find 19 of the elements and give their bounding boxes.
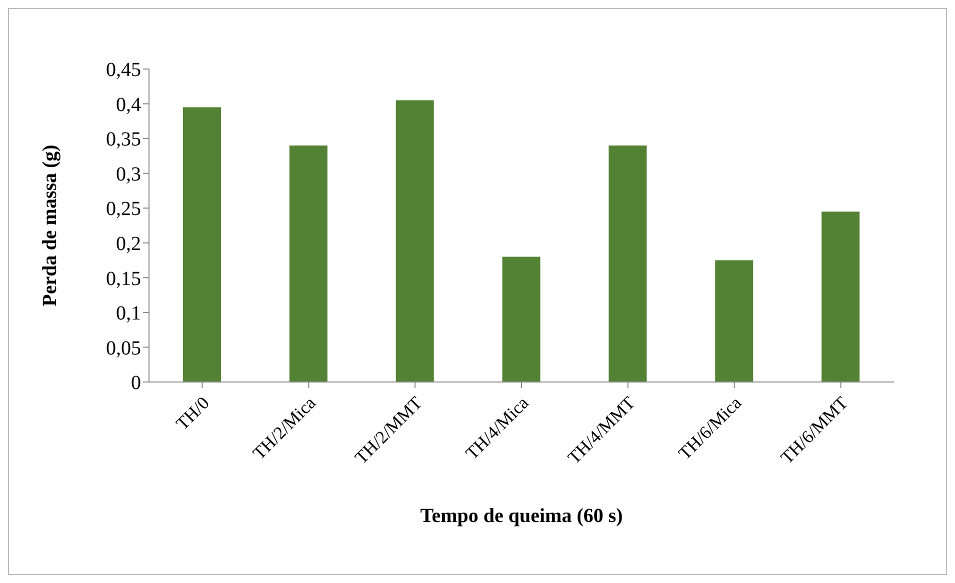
bar <box>183 107 221 382</box>
y-tick-label: 0,05 <box>106 337 141 360</box>
y-tick-label: 0,45 <box>106 59 141 82</box>
bar <box>289 146 328 382</box>
bar <box>715 260 754 382</box>
bar <box>822 212 860 382</box>
y-tick-label: 0,1 <box>116 302 141 325</box>
y-tick-label: 0,4 <box>116 94 141 116</box>
bar <box>502 256 540 382</box>
bar <box>396 100 434 382</box>
x-axis-title: Tempo de queima (60 s) <box>420 505 623 527</box>
y-tick-label: 0 <box>131 372 141 394</box>
y-axis-title: Perda de massa (g) <box>39 144 62 306</box>
bar <box>608 146 647 382</box>
y-tick-label: 0,35 <box>106 128 141 151</box>
y-tick-label: 0,3 <box>116 163 141 186</box>
y-tick-label: 0,25 <box>106 198 141 220</box>
y-tick-label: 0,2 <box>116 232 141 255</box>
y-tick-label: 0,15 <box>106 268 141 290</box>
